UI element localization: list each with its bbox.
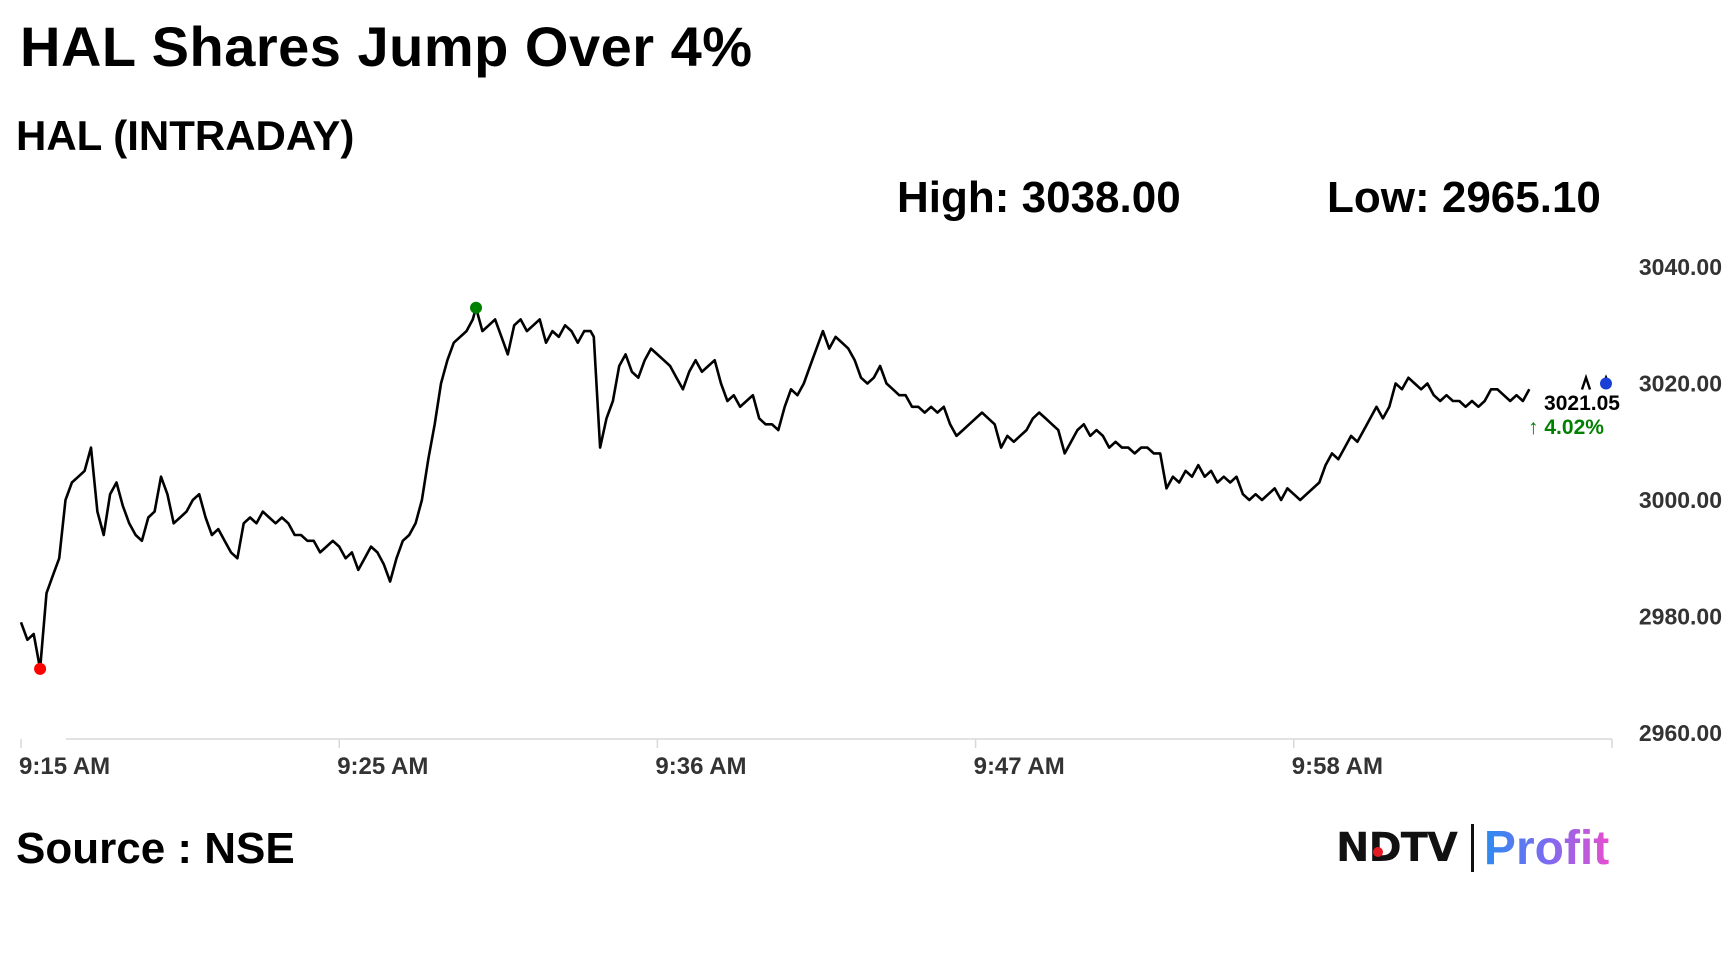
high-stat: High: 3038.00 [897, 173, 1181, 222]
low-stat: Low: 2965.10 [1327, 173, 1601, 222]
x-tick-label: 9:58 AM [1292, 753, 1383, 780]
x-tick-label: 9:47 AM [974, 753, 1065, 780]
ndtv-profit-logo: NDTV Profit [1336, 818, 1609, 878]
y-tick-label: 3000.00 [1639, 487, 1722, 513]
chart-subtitle: HAL (INTRADAY) [16, 112, 355, 159]
y-tick-label: 2960.00 [1639, 720, 1722, 746]
x-tick-label: 9:36 AM [655, 753, 746, 780]
y-tick-label: 2980.00 [1639, 604, 1722, 630]
y-tick-label: 3020.00 [1639, 371, 1722, 397]
logo-profit-text: Profit [1483, 821, 1610, 875]
headline: HAL Shares Jump Over 4% [20, 15, 753, 78]
logo-separator [1470, 824, 1474, 872]
source-label: Source : NSE [16, 824, 295, 873]
logo-ndtv-text: NDTV [1336, 825, 1458, 871]
last-price-label: 3021.05 [1544, 392, 1620, 415]
last-change-label: ↑ 4.02% [1528, 416, 1604, 439]
intraday-line-chart: 3040.00 3020.00 3000.00 2980.00 2960.00 9:15… [19, 254, 1722, 780]
logo-red-dot [1373, 847, 1383, 857]
price-line [19, 306, 1531, 671]
y-tick-label: 3040.00 [1639, 254, 1722, 280]
last-point-marker [1600, 377, 1612, 390]
high-point-marker [470, 301, 483, 314]
low-point-marker [34, 662, 47, 675]
x-tick-label: 9:15 AM [19, 753, 110, 780]
x-tick-label: 9:25 AM [337, 753, 428, 780]
